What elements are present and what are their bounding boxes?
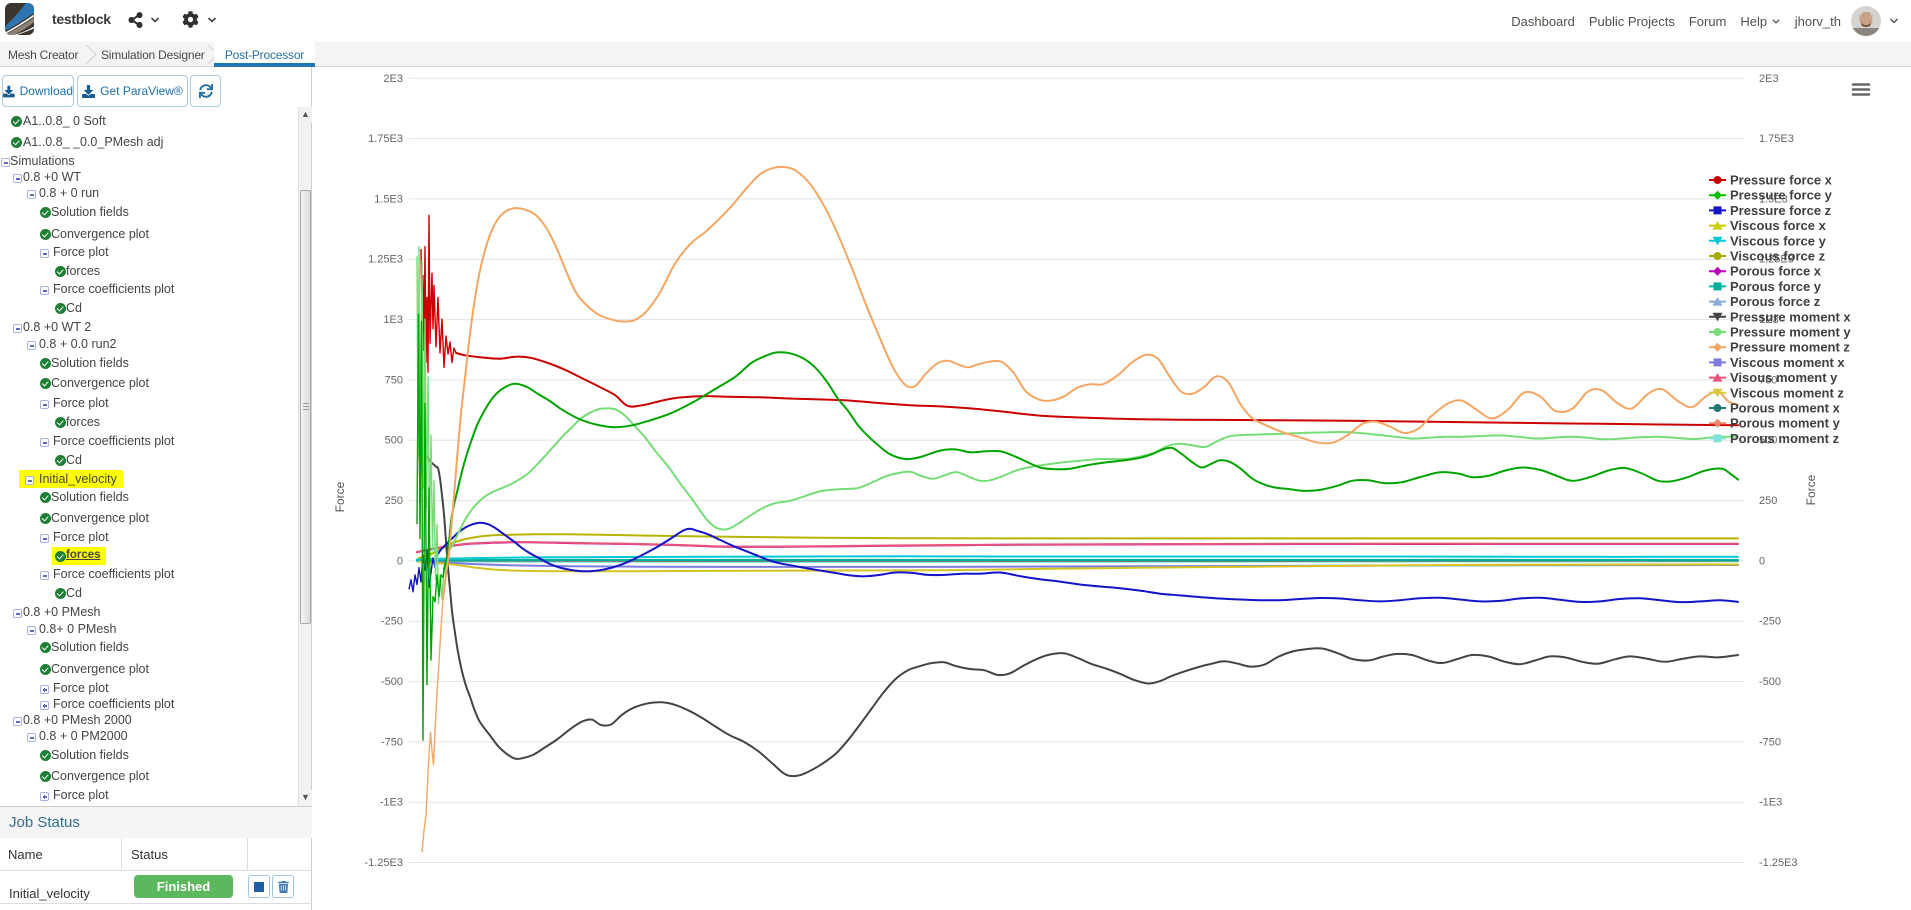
svg-text:Visous moment y: Visous moment y [1730, 370, 1838, 385]
svg-text:0: 0 [1759, 555, 1765, 567]
svg-text:Pressure force x: Pressure force x [1730, 173, 1833, 188]
svg-text:-1.25E3: -1.25E3 [1759, 857, 1798, 869]
svg-text:-250: -250 [1759, 616, 1781, 628]
svg-text:Porous moment z: Porous moment z [1730, 431, 1840, 446]
svg-text:1.75E3: 1.75E3 [1759, 133, 1794, 145]
svg-text:Porous force y: Porous force y [1730, 279, 1822, 294]
svg-text:Viscous force z: Viscous force z [1730, 249, 1826, 264]
svg-text:750: 750 [1759, 374, 1777, 386]
svg-text:Porous force z: Porous force z [1730, 294, 1821, 309]
svg-text:1.25E3: 1.25E3 [368, 254, 403, 266]
svg-text:Viscous moment z: Viscous moment z [1730, 385, 1844, 400]
svg-text:1.5E3: 1.5E3 [1759, 193, 1788, 205]
svg-text:1.25E3: 1.25E3 [1759, 254, 1794, 266]
svg-text:250: 250 [385, 495, 403, 507]
svg-text:Viscous force y: Viscous force y [1730, 233, 1827, 248]
svg-text:1.5E3: 1.5E3 [374, 193, 403, 205]
svg-text:Pressure force z: Pressure force z [1730, 203, 1832, 218]
svg-text:Pressure moment x: Pressure moment x [1730, 309, 1851, 324]
svg-text:2E3: 2E3 [383, 73, 403, 85]
svg-text:Pressure force y: Pressure force y [1730, 188, 1833, 203]
svg-text:500: 500 [385, 435, 403, 447]
svg-text:-500: -500 [381, 676, 403, 688]
svg-text:-750: -750 [381, 736, 403, 748]
svg-text:Porous moment x: Porous moment x [1730, 401, 1841, 416]
svg-text:Pressure moment z: Pressure moment z [1730, 340, 1850, 355]
svg-text:250: 250 [1759, 495, 1777, 507]
svg-text:500: 500 [1759, 435, 1777, 447]
svg-text:-250: -250 [381, 616, 403, 628]
svg-text:Porous force x: Porous force x [1730, 264, 1822, 279]
svg-text:Force: Force [333, 481, 347, 512]
svg-text:-1E3: -1E3 [1759, 797, 1782, 809]
svg-text:Pressure moment y: Pressure moment y [1730, 325, 1851, 340]
svg-text:2E3: 2E3 [1759, 73, 1779, 85]
svg-text:Viscous moment x: Viscous moment x [1730, 355, 1845, 370]
svg-text:-1E3: -1E3 [380, 797, 403, 809]
svg-text:1E3: 1E3 [1759, 314, 1779, 326]
svg-text:Force: Force [1804, 474, 1818, 505]
svg-text:-500: -500 [1759, 676, 1781, 688]
svg-text:Viscous force x: Viscous force x [1730, 218, 1827, 233]
svg-text:1.75E3: 1.75E3 [368, 133, 403, 145]
svg-text:-1.25E3: -1.25E3 [364, 857, 403, 869]
svg-text:1E3: 1E3 [383, 314, 403, 326]
svg-text:0: 0 [397, 555, 403, 567]
svg-text:-750: -750 [1759, 736, 1781, 748]
svg-text:Porous moment y: Porous moment y [1730, 416, 1841, 431]
svg-text:750: 750 [385, 374, 403, 386]
